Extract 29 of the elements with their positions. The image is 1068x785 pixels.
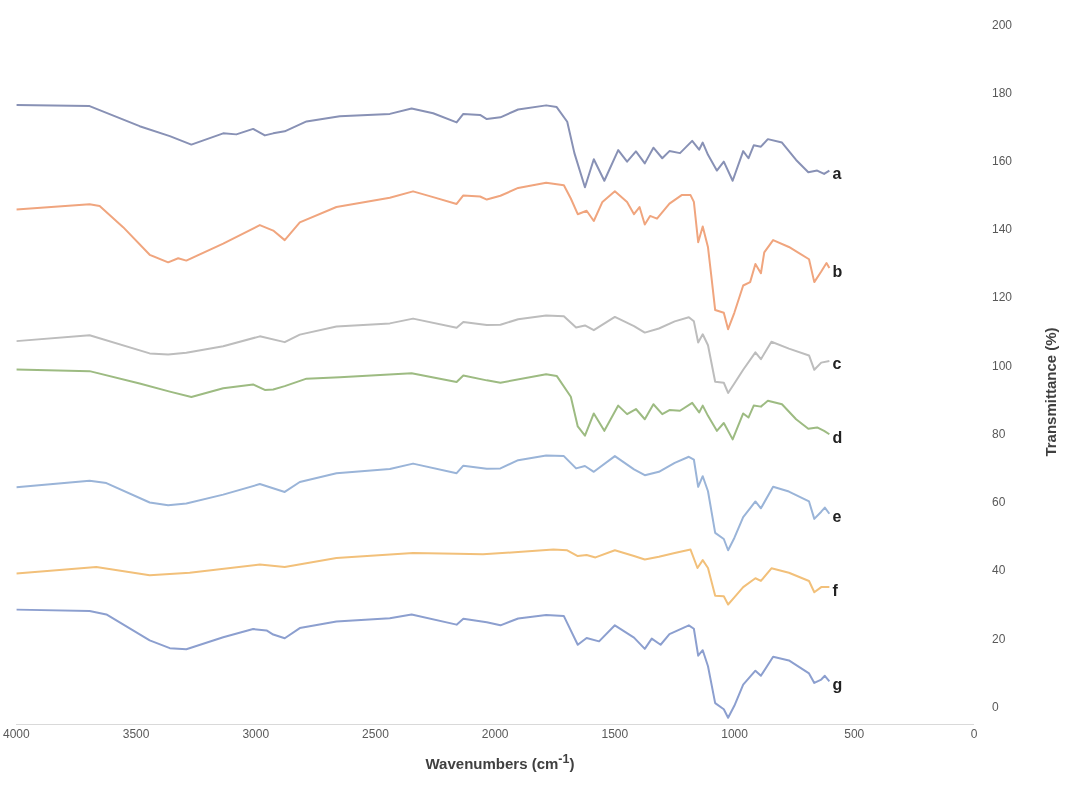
x-tick-label: 3500 [122, 727, 150, 742]
x-tick-label: 1000 [721, 727, 749, 742]
y-tick-label: 20 [991, 631, 1006, 646]
x-tick-label: 3000 [242, 727, 270, 742]
x-axis-title: Wavenumbers (cm$^{-1}$) [424, 752, 576, 772]
x-tick-label: 2000 [481, 727, 509, 742]
x-tick-label: 500 [844, 727, 865, 742]
series-label: d [832, 428, 843, 446]
y-tick-label: 140 [991, 222, 1013, 237]
x-tick-label: 0 [970, 727, 978, 742]
y-tick-label: 80 [991, 426, 1006, 441]
series-label: a [832, 164, 842, 182]
y-axis-title: Transmittance (%) [1041, 327, 1059, 457]
y-tick-label: 100 [991, 358, 1013, 373]
x-tick-label: 4000 [3, 727, 31, 742]
y-tick-label: 60 [991, 495, 1006, 510]
x-tick-label: 1500 [601, 727, 629, 742]
x-tick-label: 2500 [362, 727, 390, 742]
y-tick-label: 180 [991, 85, 1013, 100]
y-tick-label: 120 [991, 290, 1013, 305]
series-label: e [832, 508, 842, 526]
y-tick-label: 160 [991, 153, 1013, 168]
y-tick-label: 200 [991, 17, 1013, 32]
series-label: b [832, 262, 843, 280]
series-label: g [832, 675, 843, 693]
y-tick-label: 0 [991, 699, 999, 714]
series-label: c [832, 355, 842, 373]
y-tick-label: 40 [991, 563, 1006, 578]
series-label: f [832, 581, 839, 599]
